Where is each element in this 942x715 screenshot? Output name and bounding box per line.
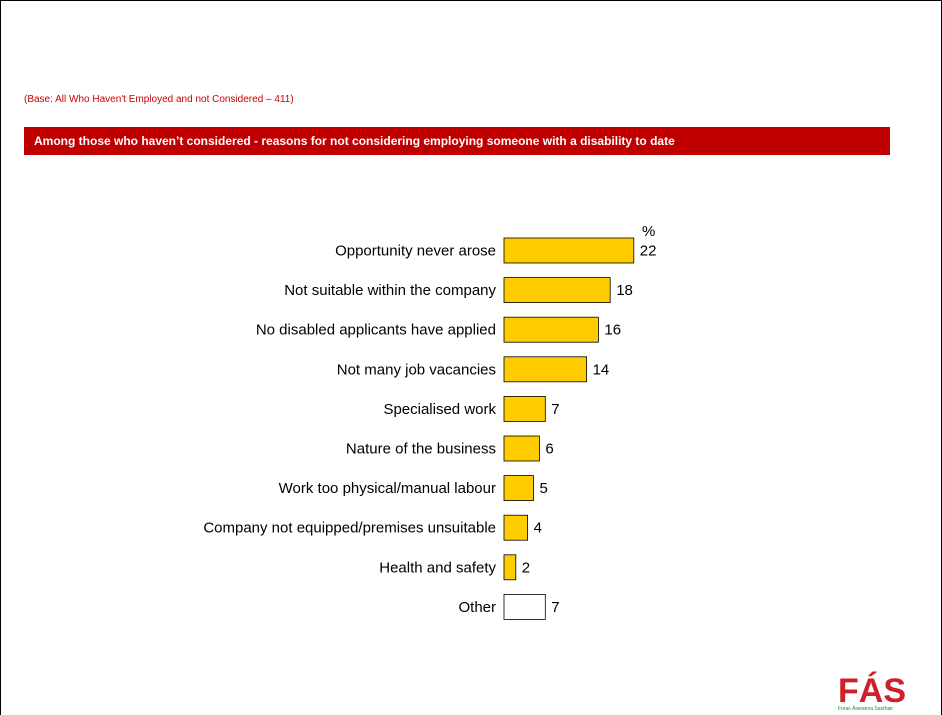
value-label: 6 <box>545 441 553 458</box>
value-label: 16 <box>604 322 621 339</box>
value-label: 5 <box>540 480 548 497</box>
bar <box>503 435 540 462</box>
value-label: 7 <box>551 401 559 418</box>
category-label: Specialised work <box>383 401 496 418</box>
value-label: 22 <box>640 243 657 260</box>
category-label: Opportunity never arose <box>335 243 496 260</box>
category-label: Health and safety <box>379 559 496 576</box>
category-label: Not suitable within the company <box>284 282 496 299</box>
bar <box>503 277 611 304</box>
base-note: (Base: All Who Haven't Employed and not … <box>24 94 294 105</box>
bar <box>503 356 587 383</box>
category-label: Work too physical/manual labour <box>279 480 496 497</box>
category-label: No disabled applicants have applied <box>256 322 496 339</box>
category-label: Not many job vacancies <box>337 361 496 378</box>
category-label: Nature of the business <box>346 441 496 458</box>
chart-title: Among those who haven’t considered - rea… <box>24 127 890 155</box>
value-label: 18 <box>616 282 633 299</box>
value-label: 4 <box>534 520 542 537</box>
value-label: 2 <box>522 559 530 576</box>
category-label: Other <box>458 599 496 616</box>
bar <box>503 316 599 343</box>
bar <box>503 395 546 422</box>
bar <box>503 237 635 264</box>
unit-label: % <box>642 223 655 240</box>
logo-tagline: Foras Áiseanna Saothair <box>838 705 893 712</box>
bar <box>503 554 517 581</box>
logo-wordmark: FÁS <box>838 672 906 710</box>
bar <box>503 594 546 620</box>
value-label: 7 <box>551 599 559 616</box>
bar <box>503 514 529 541</box>
fas-logo: FÁS Foras Áiseanna Saothair <box>838 672 906 712</box>
value-label: 14 <box>593 361 610 378</box>
bar <box>503 475 534 502</box>
category-label: Company not equipped/premises unsuitable <box>203 520 496 537</box>
